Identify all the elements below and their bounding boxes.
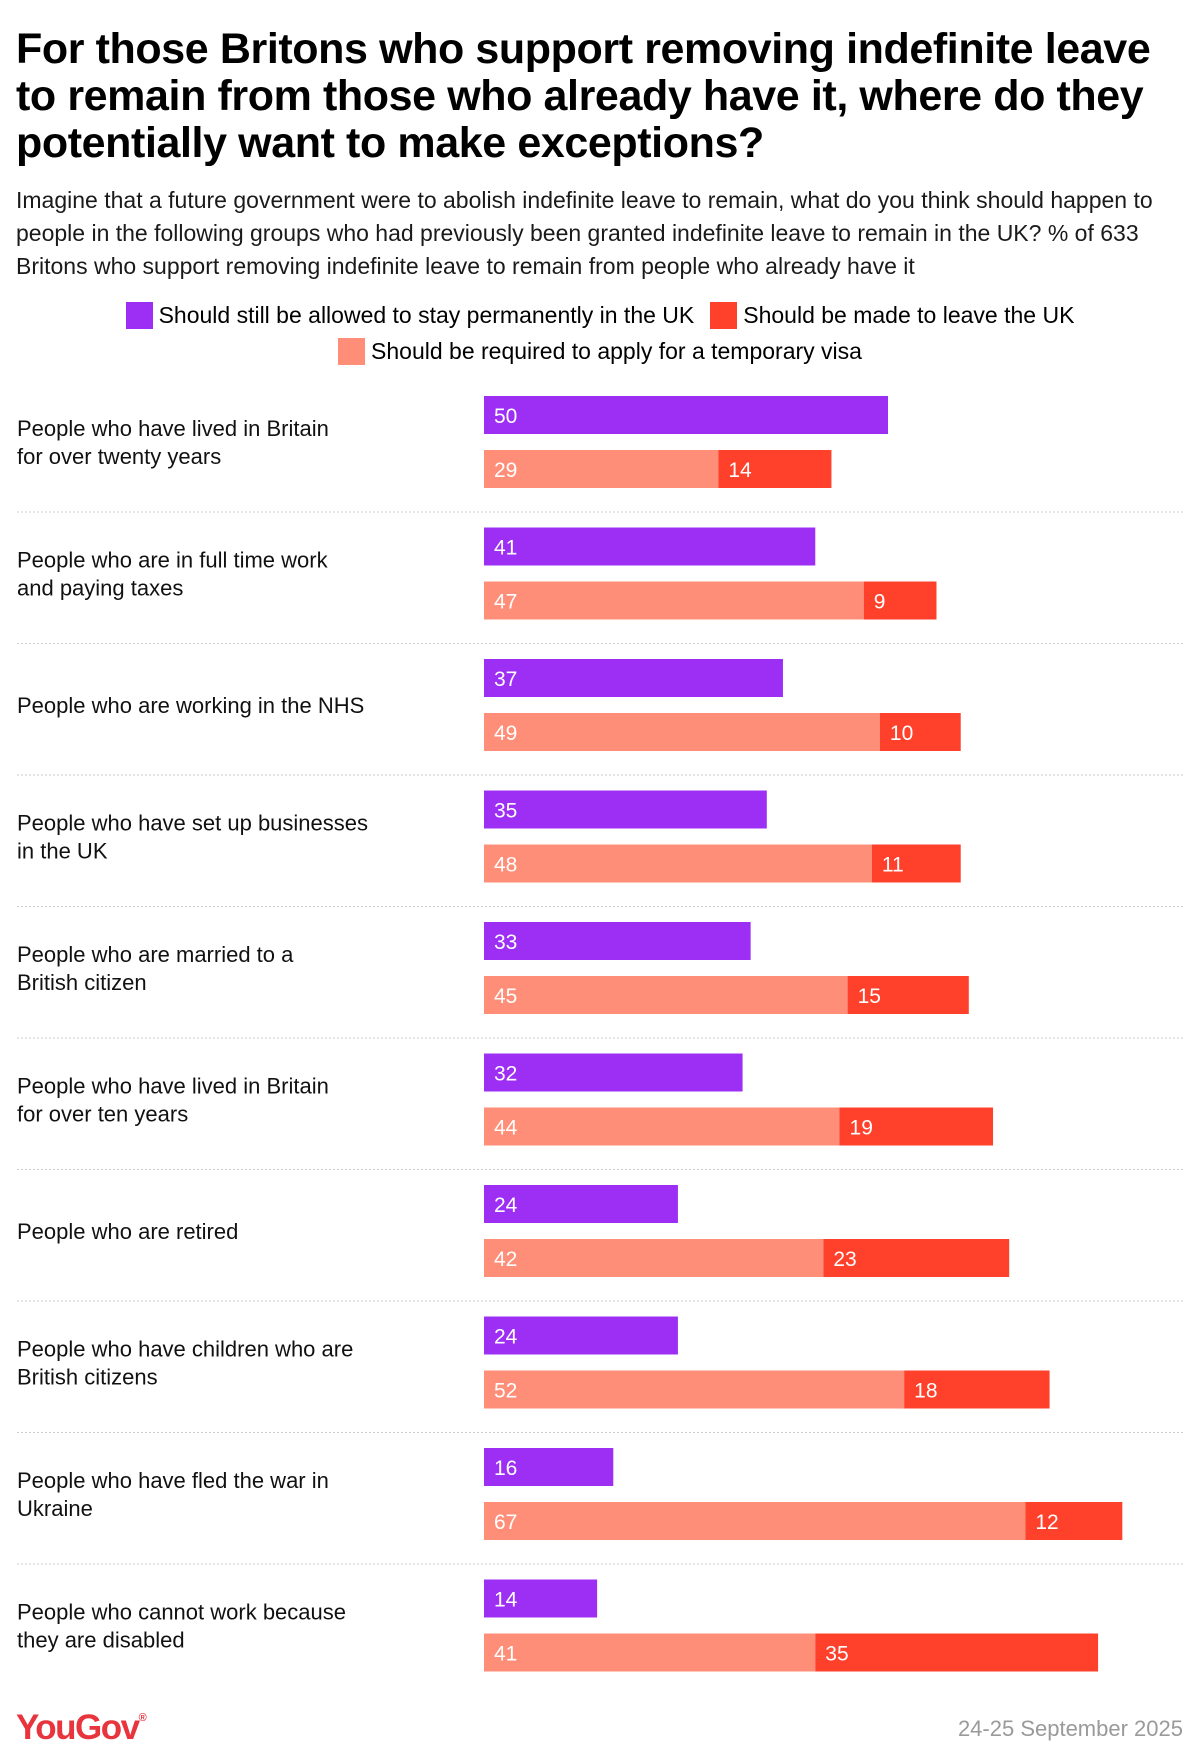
bar-stay bbox=[484, 659, 783, 697]
bar-visa bbox=[484, 1634, 815, 1672]
legend-item-visa: Should be required to apply for a tempor… bbox=[338, 337, 862, 365]
category-label: People who have lived in Britain for over… bbox=[17, 1074, 329, 1127]
chart-subtitle: Imagine that a future government were to… bbox=[16, 184, 1191, 283]
value-label-leave: 14 bbox=[728, 459, 752, 482]
category-label: People who have fled the war in Ukraine bbox=[17, 1468, 329, 1521]
bar-visa bbox=[484, 1502, 1025, 1540]
value-label-stay: 50 bbox=[494, 405, 517, 428]
bar-chart: People who have lived in Britain for over… bbox=[0, 380, 1200, 1690]
brand-name: YouGov bbox=[16, 1708, 139, 1747]
category-label: People who are working in the NHS bbox=[17, 693, 364, 718]
category-label: People who are in full time work and payi… bbox=[17, 548, 329, 601]
bar-stay bbox=[484, 1054, 743, 1092]
value-label-leave: 19 bbox=[850, 1117, 873, 1140]
category-label: People who have children who are British … bbox=[17, 1337, 353, 1390]
chart-title: For those Britons who support removing i… bbox=[16, 26, 1181, 167]
legend-label-stay: Should still be allowed to stay permanen… bbox=[159, 301, 695, 329]
value-label-leave: 23 bbox=[833, 1248, 856, 1271]
value-label-visa: 45 bbox=[494, 985, 517, 1008]
value-label-visa: 47 bbox=[494, 591, 517, 614]
legend-item-leave: Should be made to leave the UK bbox=[710, 301, 1074, 329]
category-label: People who have lived in Britain for over… bbox=[17, 416, 329, 469]
legend-row-1: Should still be allowed to stay permanen… bbox=[0, 301, 1200, 329]
legend-item-stay: Should still be allowed to stay permanen… bbox=[126, 301, 695, 329]
bar-visa bbox=[484, 1108, 840, 1146]
value-label-stay: 41 bbox=[494, 537, 517, 560]
value-label-stay: 33 bbox=[494, 931, 517, 954]
value-label-visa: 49 bbox=[494, 722, 517, 745]
legend-swatch-visa bbox=[338, 338, 365, 365]
value-label-visa: 48 bbox=[494, 854, 517, 877]
value-label-leave: 15 bbox=[858, 985, 881, 1008]
category-label: People who cannot work because they are d… bbox=[17, 1600, 346, 1653]
value-label-visa: 42 bbox=[494, 1248, 517, 1271]
value-label-stay: 37 bbox=[494, 668, 517, 691]
bar-stay bbox=[484, 922, 751, 960]
legend-label-leave: Should be made to leave the UK bbox=[743, 301, 1074, 329]
bar-visa bbox=[484, 845, 872, 883]
bar-leave bbox=[815, 1634, 1098, 1672]
value-label-stay: 14 bbox=[494, 1589, 518, 1612]
bar-visa bbox=[484, 713, 880, 751]
value-label-leave: 35 bbox=[825, 1643, 848, 1666]
value-label-stay: 32 bbox=[494, 1063, 517, 1086]
fieldwork-date: 24-25 September 2025 bbox=[958, 1716, 1183, 1742]
value-label-visa: 67 bbox=[494, 1511, 517, 1534]
category-label: People who are married to a British citiz… bbox=[17, 942, 294, 995]
value-label-stay: 24 bbox=[494, 1194, 518, 1217]
bar-visa bbox=[484, 450, 718, 488]
bar-stay bbox=[484, 528, 815, 566]
value-label-visa: 52 bbox=[494, 1380, 517, 1403]
value-label-leave: 12 bbox=[1035, 1511, 1058, 1534]
bar-stay bbox=[484, 791, 767, 829]
value-label-leave: 10 bbox=[890, 722, 913, 745]
bar-visa bbox=[484, 1239, 823, 1277]
legend-swatch-stay bbox=[126, 302, 153, 329]
legend-swatch-leave bbox=[710, 302, 737, 329]
category-label: People who have set up businesses in the … bbox=[17, 811, 368, 864]
value-label-leave: 9 bbox=[874, 591, 886, 614]
bar-visa bbox=[484, 582, 864, 620]
value-label-stay: 16 bbox=[494, 1457, 517, 1480]
bar-visa bbox=[484, 976, 848, 1014]
value-label-leave: 11 bbox=[882, 854, 904, 877]
legend-label-visa: Should be required to apply for a tempor… bbox=[371, 337, 862, 365]
legend-row-2: Should be required to apply for a tempor… bbox=[0, 337, 1200, 365]
bar-stay bbox=[484, 396, 888, 434]
bar-visa bbox=[484, 1371, 904, 1409]
yougov-logo: YouGov® bbox=[16, 1708, 147, 1748]
category-label: People who are retired bbox=[17, 1219, 238, 1244]
value-label-stay: 24 bbox=[494, 1326, 518, 1349]
value-label-visa: 41 bbox=[494, 1643, 517, 1666]
value-label-visa: 29 bbox=[494, 459, 517, 482]
brand-mark: ® bbox=[139, 1712, 147, 1724]
value-label-stay: 35 bbox=[494, 800, 517, 823]
value-label-leave: 18 bbox=[914, 1380, 937, 1403]
value-label-visa: 44 bbox=[494, 1117, 518, 1140]
